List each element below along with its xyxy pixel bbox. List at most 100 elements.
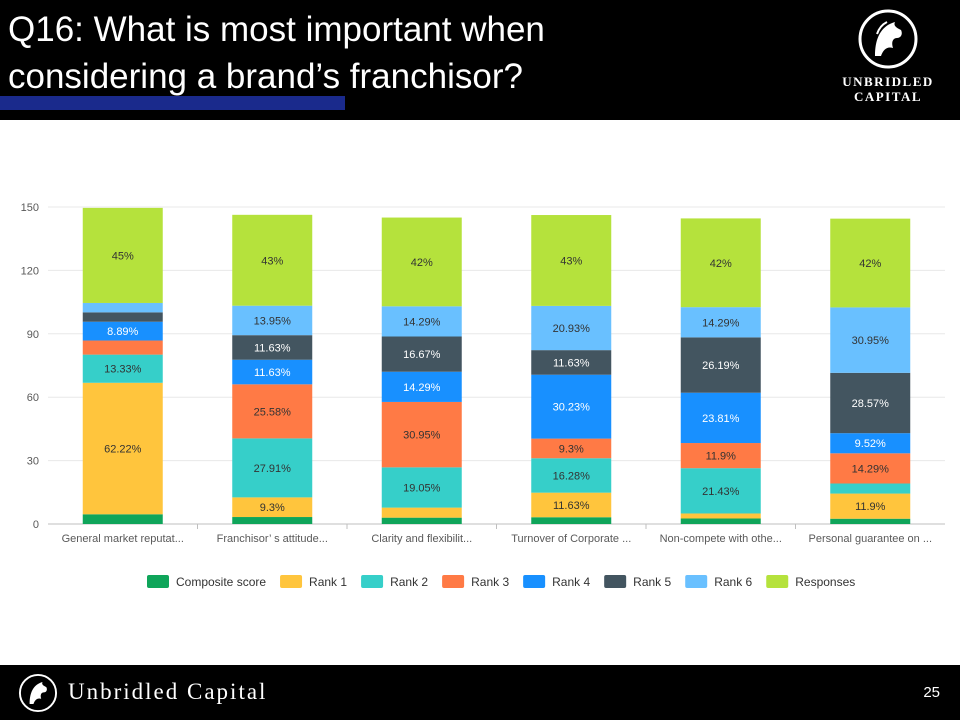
bar-segment xyxy=(830,372,911,434)
logo-line-2: CAPITAL xyxy=(853,89,923,104)
legend-label: Rank 2 xyxy=(390,575,428,589)
x-tick-label: Clarity and flexibilit... xyxy=(371,533,472,545)
x-tick-label: Non-compete with othe... xyxy=(660,533,782,545)
bar-segment xyxy=(82,340,163,355)
legend-swatch xyxy=(604,575,627,588)
data-label: 28.57% xyxy=(852,398,890,410)
footer-bar: Unbridled Capital 25 xyxy=(0,665,960,720)
bar-segment xyxy=(381,517,462,524)
bar-segment xyxy=(830,453,911,484)
bar-segment xyxy=(680,513,761,519)
brand-logo: UNBRIDLED CAPITAL xyxy=(828,8,948,112)
data-label: 11.9% xyxy=(855,501,886,513)
y-tick-label: 120 xyxy=(21,265,39,277)
data-label: 21.43% xyxy=(702,486,740,498)
bar-segment xyxy=(232,214,313,306)
data-label: 20.93% xyxy=(553,323,591,335)
data-label: 27.91% xyxy=(254,463,292,475)
legend-swatch xyxy=(523,575,546,588)
legend-swatch xyxy=(280,575,303,588)
bar-segment xyxy=(531,350,612,375)
bar-segment xyxy=(531,438,612,459)
bar-segment xyxy=(531,492,612,518)
bar-segment xyxy=(82,302,163,313)
bar-segment xyxy=(381,467,462,508)
x-tick-label: Personal guarantee on ... xyxy=(808,533,932,545)
x-tick-label: Turnover of Corporate ... xyxy=(511,533,631,545)
data-label: 9.3% xyxy=(260,502,285,514)
bar-segment xyxy=(381,336,462,372)
bar-segment xyxy=(381,507,462,518)
data-label: 14.29% xyxy=(702,317,740,329)
bar-segment xyxy=(680,307,761,338)
data-label: 42% xyxy=(411,257,433,269)
bar-segment xyxy=(381,217,462,307)
title-line-1: Q16: What is most important when xyxy=(8,10,545,49)
data-label: 30.95% xyxy=(403,430,441,442)
bar-segment xyxy=(82,354,163,383)
data-label: 43% xyxy=(560,255,582,267)
logo-line-1: UNBRIDLED xyxy=(842,74,934,89)
data-label: 43% xyxy=(261,255,283,267)
data-label: 25.58% xyxy=(254,406,292,418)
legend-swatch xyxy=(147,575,169,588)
y-tick-label: 150 xyxy=(21,202,39,214)
data-label: 14.29% xyxy=(403,382,441,394)
data-label: 14.29% xyxy=(403,316,441,328)
data-label: 11.9% xyxy=(706,451,737,463)
footer-brand-name: Unbridled Capital xyxy=(68,679,268,704)
legend-label: Rank 1 xyxy=(309,575,347,589)
horse-head-icon xyxy=(18,673,58,713)
y-tick-label: 0 xyxy=(33,519,39,531)
bar-segment xyxy=(830,493,911,519)
data-label: 11.63% xyxy=(254,342,291,354)
data-label: 45% xyxy=(112,250,134,262)
bar-segment xyxy=(381,371,462,402)
x-tick-label: General market reputat... xyxy=(62,533,184,545)
logo-wordmark: UNBRIDLED CAPITAL xyxy=(828,74,948,104)
legend-label: Rank 6 xyxy=(714,575,752,589)
legend-label: Rank 3 xyxy=(471,575,509,589)
header-bar: Q16: What is most important when conside… xyxy=(0,0,960,120)
legend-label: Composite score xyxy=(176,575,266,589)
data-label: 13.33% xyxy=(104,364,142,376)
bar-segment xyxy=(232,384,313,439)
data-label: 9.3% xyxy=(559,443,584,455)
legend-label: Rank 5 xyxy=(633,575,671,589)
bar-segment xyxy=(531,305,612,351)
data-label: 9.52% xyxy=(855,438,886,450)
y-tick-label: 90 xyxy=(27,329,39,341)
bar-segment xyxy=(232,497,313,518)
slide-title: Q16: What is most important when conside… xyxy=(8,6,545,100)
data-label: 30.23% xyxy=(553,402,591,414)
x-tick-label: Franchisor’ s attitude... xyxy=(217,533,328,545)
bar-segment xyxy=(830,433,911,454)
data-label: 19.05% xyxy=(403,482,441,494)
data-label: 42% xyxy=(859,258,881,270)
data-label: 11.63% xyxy=(553,500,590,512)
data-label: 62.22% xyxy=(104,444,142,456)
data-label: 42% xyxy=(710,258,732,270)
bar-segment xyxy=(830,307,911,373)
data-label: 14.29% xyxy=(852,463,890,475)
legend-swatch xyxy=(685,575,708,588)
page-number: 25 xyxy=(923,684,940,701)
data-label: 16.67% xyxy=(403,349,441,361)
bar-segment xyxy=(680,337,761,393)
chart-svg: 0 30 60 90 120 150 62.22% 13.33% 8.89% 45% General… xyxy=(21,202,945,589)
data-label: 11.63% xyxy=(553,357,590,369)
bar-segment xyxy=(381,306,462,337)
bar-segment xyxy=(232,335,313,360)
bar-segment xyxy=(232,359,313,385)
title-accent-bar xyxy=(0,96,345,110)
data-label: 30.95% xyxy=(852,335,890,347)
legend-label: Responses xyxy=(795,575,855,589)
bar-segment xyxy=(531,458,612,493)
bar-segment xyxy=(232,517,313,524)
bar-segment xyxy=(381,401,462,468)
bar-segment xyxy=(531,517,612,524)
legend-label: Rank 4 xyxy=(552,575,590,589)
bar-segment xyxy=(531,374,612,439)
bar-segment xyxy=(82,321,163,341)
bar-segment xyxy=(531,215,612,306)
